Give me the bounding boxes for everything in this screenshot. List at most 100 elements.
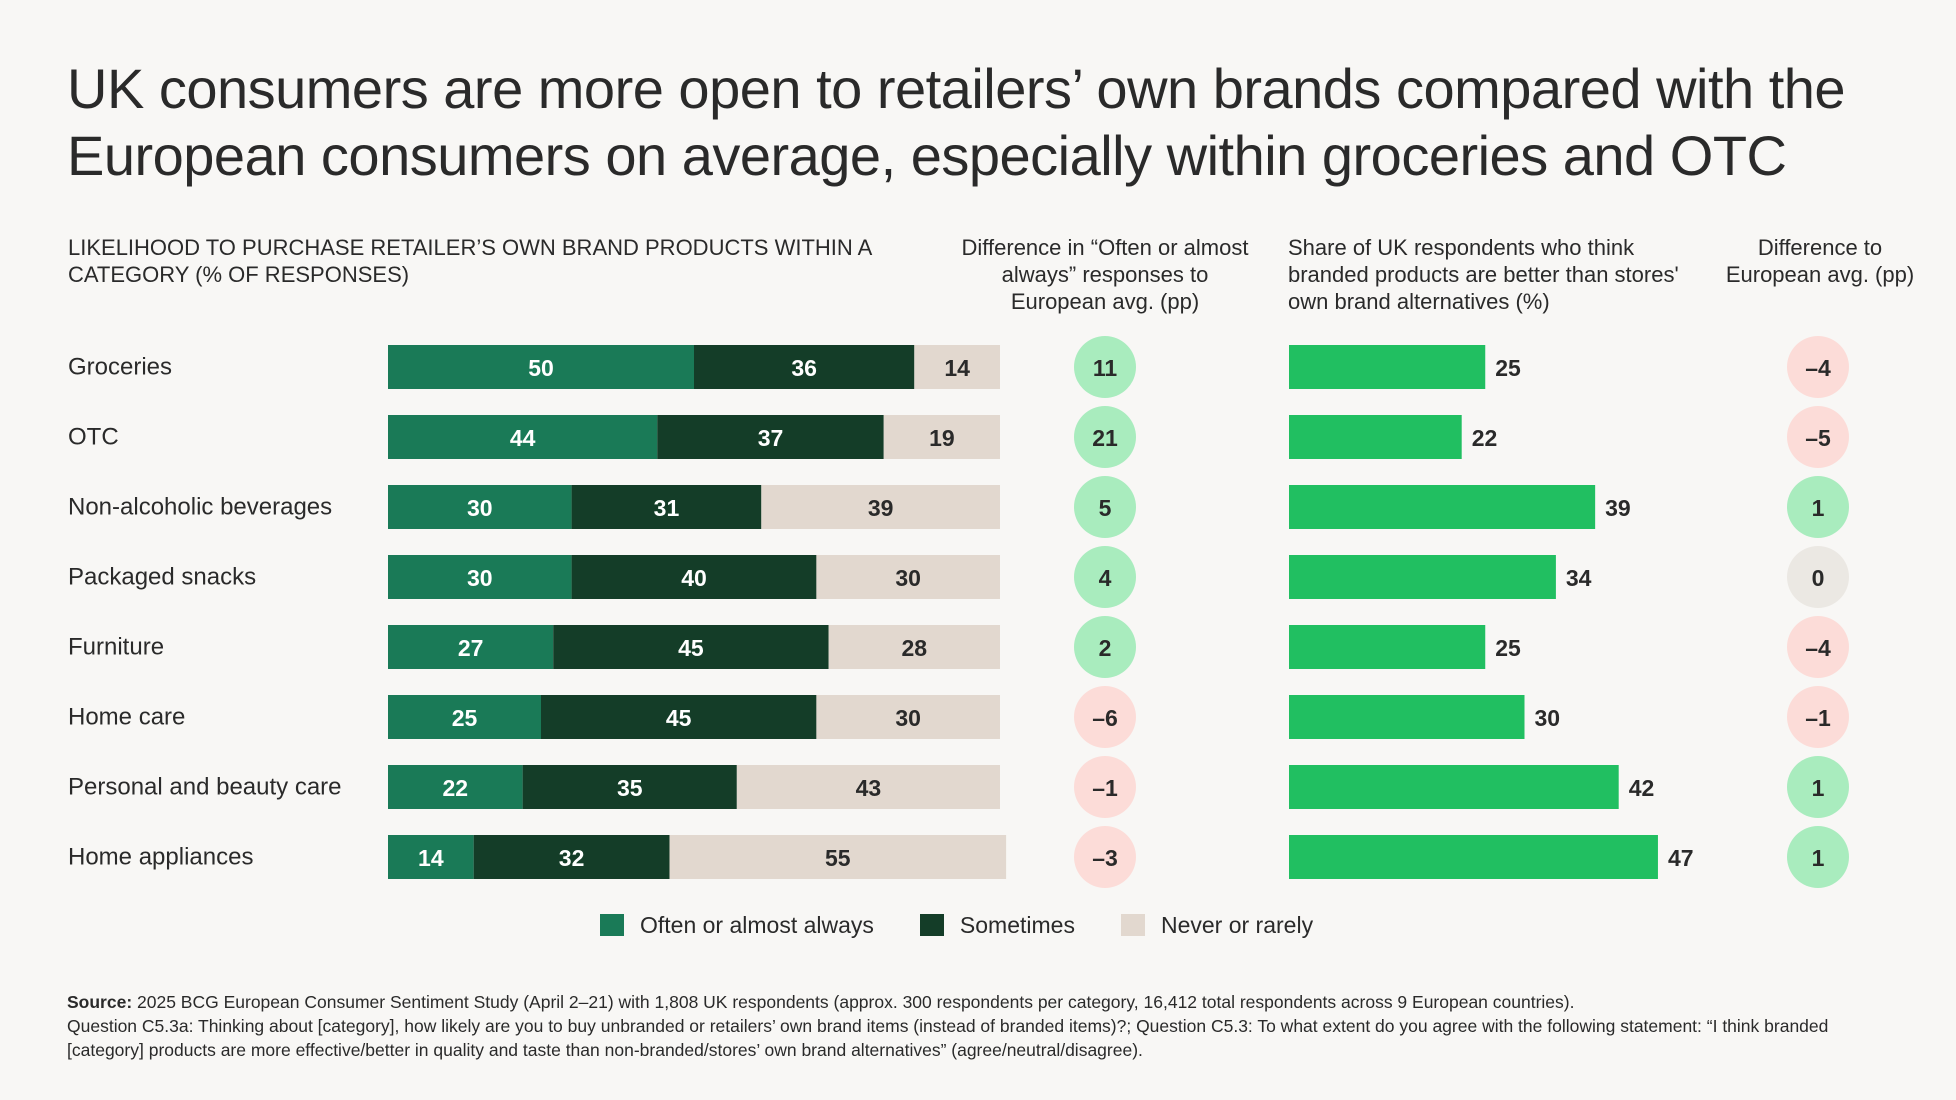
category-label: Home appliances bbox=[68, 844, 253, 871]
bar-value-label: 14 bbox=[944, 355, 970, 381]
bar-value-label: 14 bbox=[418, 845, 444, 871]
bar-segment bbox=[541, 695, 817, 739]
share-value-label: 30 bbox=[1535, 705, 1561, 731]
chart-title: UK consumers are more open to retailers’… bbox=[67, 57, 1846, 187]
diff-share-label: 0 bbox=[1812, 565, 1825, 591]
category-label: Packaged snacks bbox=[68, 564, 256, 591]
diff-share-circle bbox=[1787, 476, 1849, 538]
bar-value-label: 36 bbox=[791, 355, 817, 381]
bar-segment bbox=[828, 625, 1000, 669]
bar-segment bbox=[388, 835, 474, 879]
bar-value-label: 32 bbox=[559, 845, 585, 871]
bar-segment bbox=[388, 555, 572, 599]
share-value-label: 47 bbox=[1668, 845, 1694, 871]
diff-often-circle bbox=[1074, 476, 1136, 538]
bar-value-label: 44 bbox=[510, 425, 536, 451]
category-label: Groceries bbox=[68, 354, 172, 381]
bar-value-label: 30 bbox=[467, 495, 493, 521]
share-bar bbox=[1289, 345, 1486, 389]
bar-value-label: 43 bbox=[856, 775, 882, 801]
diff-often-circle bbox=[1074, 336, 1136, 398]
diff-often-circle bbox=[1074, 686, 1136, 748]
source-line1: 2025 BCG European Consumer Sentiment Stu… bbox=[132, 992, 1575, 1012]
source-label: Source: bbox=[67, 992, 133, 1012]
category-label: OTC bbox=[68, 424, 119, 451]
source-note: Source: 2025 BCG European Consumer Senti… bbox=[67, 990, 1897, 1062]
bar-value-label: 30 bbox=[467, 565, 493, 591]
legend-item-sometimes: Sometimes bbox=[919, 911, 1075, 939]
bar-value-label: 30 bbox=[895, 705, 921, 731]
bar-segment bbox=[388, 345, 694, 389]
share-value-label: 25 bbox=[1495, 635, 1521, 661]
legend-label-sometimes: Sometimes bbox=[959, 911, 1075, 938]
share-value-label: 34 bbox=[1566, 565, 1592, 591]
diff-often-circle bbox=[1074, 546, 1136, 608]
diff-share-label: –1 bbox=[1805, 705, 1831, 731]
bar-segment bbox=[388, 485, 572, 529]
bar-value-label: 19 bbox=[929, 425, 955, 451]
bar-value-label: 37 bbox=[758, 425, 784, 451]
bar-segment bbox=[388, 695, 541, 739]
diff-share-circle bbox=[1787, 406, 1849, 468]
share-bar bbox=[1289, 625, 1486, 669]
share-bar bbox=[1289, 765, 1619, 809]
bar-segment bbox=[694, 345, 915, 389]
diff-share-label: –4 bbox=[1805, 635, 1831, 661]
diff-often-label: 5 bbox=[1099, 495, 1112, 521]
diff-share-circle bbox=[1787, 546, 1849, 608]
bar-value-label: 35 bbox=[617, 775, 643, 801]
bar-segment bbox=[816, 555, 1000, 599]
diff-share-circle bbox=[1787, 336, 1849, 398]
bar-value-label: 45 bbox=[678, 635, 704, 661]
category-label: Home care bbox=[68, 704, 185, 731]
diff-share-circle bbox=[1787, 686, 1849, 748]
diff-share-label: –4 bbox=[1805, 355, 1831, 381]
share-bar bbox=[1289, 485, 1596, 529]
share-value-label: 42 bbox=[1629, 775, 1655, 801]
share-bar bbox=[1289, 695, 1525, 739]
bar-segment bbox=[883, 415, 1000, 459]
legend-item-often: Often or almost always bbox=[600, 912, 874, 939]
bar-value-label: 27 bbox=[458, 635, 484, 661]
category-label: Furniture bbox=[68, 634, 164, 661]
diff-often-label: –3 bbox=[1092, 845, 1118, 871]
diff-share-header: Difference to European avg. (pp) bbox=[1725, 235, 1915, 287]
bar-segment bbox=[571, 485, 762, 529]
bar-segment bbox=[473, 835, 670, 879]
share-value-label: 25 bbox=[1495, 355, 1521, 381]
bar-segment bbox=[388, 415, 658, 459]
diff-share-label: –5 bbox=[1805, 425, 1831, 451]
bar-value-label: 50 bbox=[528, 355, 554, 381]
bar-segment bbox=[388, 765, 523, 809]
diff-often-label: 21 bbox=[1092, 425, 1118, 451]
diff-share-circle bbox=[1787, 826, 1849, 888]
source-line2: Question C5.3a: Thinking about [category… bbox=[67, 1016, 1829, 1060]
bar-segment bbox=[761, 485, 1000, 529]
bar-value-label: 45 bbox=[666, 705, 692, 731]
bar-value-label: 30 bbox=[895, 565, 921, 591]
diff-share-circle bbox=[1787, 756, 1849, 818]
diff-share-label: 1 bbox=[1812, 845, 1825, 871]
bar-segment bbox=[914, 345, 1000, 389]
diff-often-circle bbox=[1074, 826, 1136, 888]
diff-often-circle bbox=[1074, 756, 1136, 818]
bar-segment bbox=[553, 625, 829, 669]
diff-often-header: Difference in “Often or almost always” r… bbox=[961, 235, 1249, 314]
bar-segment bbox=[388, 625, 554, 669]
share-value-label: 22 bbox=[1472, 425, 1498, 451]
diff-often-label: –1 bbox=[1092, 775, 1118, 801]
diff-often-label: –6 bbox=[1092, 705, 1118, 731]
bar-segment bbox=[669, 835, 1007, 879]
category-label: Non-alcoholic beverages bbox=[68, 494, 332, 521]
bar-value-label: 55 bbox=[825, 845, 851, 871]
legend: Often or almost always Sometimes Never o… bbox=[600, 910, 1313, 940]
bar-segment bbox=[657, 415, 884, 459]
bar-value-label: 28 bbox=[902, 635, 928, 661]
legend-swatch-often bbox=[600, 914, 624, 936]
share-value-label: 39 bbox=[1605, 495, 1631, 521]
diff-often-circle bbox=[1074, 406, 1136, 468]
diff-share-label: 1 bbox=[1812, 775, 1825, 801]
bar-segment bbox=[816, 695, 1000, 739]
bar-value-label: 25 bbox=[452, 705, 478, 731]
